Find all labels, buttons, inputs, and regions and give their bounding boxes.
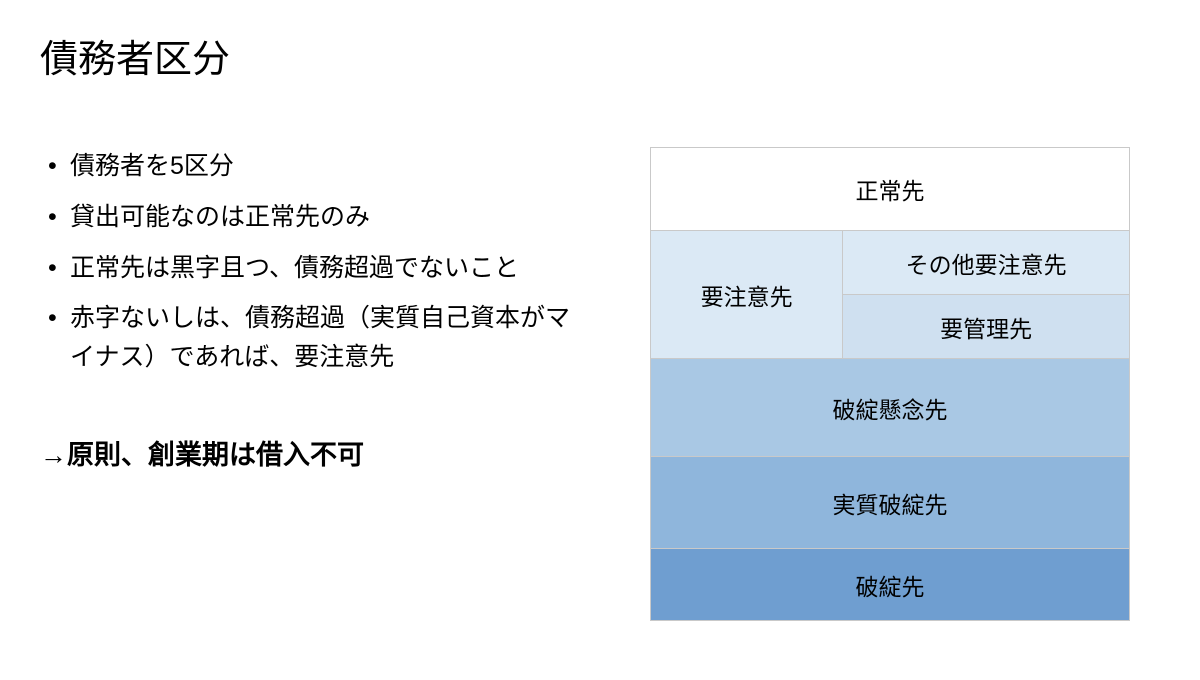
bullet-item: 正常先は黒字且つ、債務超過でないこと (40, 249, 590, 288)
table-row: 実質破綻先 (651, 456, 1129, 548)
left-column: 債務者を5区分 貸出可能なのは正常先のみ 正常先は黒字且つ、債務超過でないこと … (40, 147, 610, 472)
cell-normal: 正常先 (651, 148, 1129, 230)
slide-title: 債務者区分 (40, 28, 1160, 83)
bullet-item: 赤字ないしは、債務超過（実質自己資本がマイナス）であれば、要注意先 (40, 299, 590, 377)
cell-effectively-bankrupt: 実質破綻先 (651, 456, 1129, 548)
cell-caution-other: その他要注意先 (842, 230, 1129, 294)
right-column: 正常先 要注意先 その他要注意先 要管理先 破綻懸念先 実質破綻先 破綻先 (610, 147, 1140, 621)
cell-caution-managed: 要管理先 (842, 294, 1129, 358)
cell-bankruptcy-risk: 破綻懸念先 (651, 358, 1129, 456)
table-row: 正常先 (651, 148, 1129, 230)
cell-caution: 要注意先 (651, 230, 842, 358)
conclusion-line: →原則、創業期は借入不可 (40, 433, 590, 472)
table-row: 要注意先 その他要注意先 要管理先 (651, 230, 1129, 358)
classification-table: 正常先 要注意先 その他要注意先 要管理先 破綻懸念先 実質破綻先 破綻先 (650, 147, 1130, 621)
table-row: 破綻先 (651, 548, 1129, 620)
cell-bankrupt: 破綻先 (651, 548, 1129, 620)
bullet-item: 債務者を5区分 (40, 147, 590, 186)
bullet-item: 貸出可能なのは正常先のみ (40, 198, 590, 237)
bullet-list: 債務者を5区分 貸出可能なのは正常先のみ 正常先は黒字且つ、債務超過でないこと … (40, 147, 590, 377)
cell-caution-subwrap: その他要注意先 要管理先 (842, 230, 1129, 358)
content-row: 債務者を5区分 貸出可能なのは正常先のみ 正常先は黒字且つ、債務超過でないこと … (40, 147, 1160, 621)
slide: 債務者区分 債務者を5区分 貸出可能なのは正常先のみ 正常先は黒字且つ、債務超過… (0, 0, 1200, 680)
table-row: 破綻懸念先 (651, 358, 1129, 456)
